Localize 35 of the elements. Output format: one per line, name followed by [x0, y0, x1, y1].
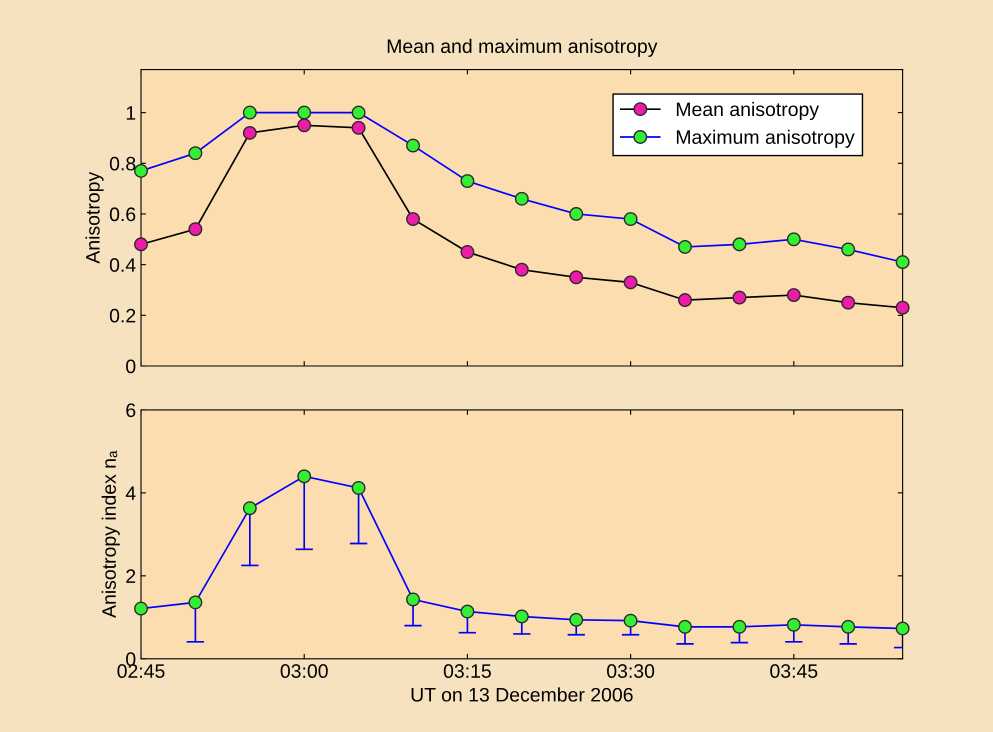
point — [569, 270, 584, 284]
x-tick-label: 03:00 — [280, 664, 328, 678]
point — [786, 288, 801, 302]
x-tick-label: 02:45 — [117, 664, 165, 678]
chart-title: Mean and maximum anisotropy — [388, 38, 658, 57]
y-tick-label: 0.4 — [110, 258, 136, 272]
point — [188, 222, 202, 236]
y-tick-label: 0.6 — [110, 207, 136, 222]
point — [406, 212, 420, 226]
y-tick-label: 2 — [126, 569, 136, 583]
point — [514, 262, 529, 277]
legend-label: Mean anisotropy — [676, 102, 820, 120]
y-tick-label: 0.8 — [110, 156, 136, 171]
point — [896, 300, 910, 315]
point — [297, 118, 312, 132]
y-tick-label: 6 — [126, 403, 136, 418]
point — [732, 290, 746, 305]
x-tick-label: 03:45 — [770, 664, 818, 678]
y-tick-label: 1 — [126, 106, 136, 120]
point — [242, 126, 257, 140]
y-tick-label: 0 — [126, 359, 136, 374]
legend-label: Maximum anisotropy — [676, 130, 855, 148]
point — [352, 120, 366, 135]
y-axis-title: Anisotropy index nₐ — [102, 450, 120, 618]
y-axis-title: Anisotropy — [85, 172, 104, 264]
point — [678, 293, 692, 308]
y-tick-label: 4 — [126, 486, 136, 500]
x-axis-title: UT on 13 December 2006 — [412, 687, 633, 702]
y-tick-label: 0.2 — [110, 308, 136, 323]
x-tick-label: 03:15 — [444, 664, 491, 678]
point — [134, 237, 148, 252]
x-tick-label: 03:30 — [607, 664, 654, 678]
point — [624, 275, 638, 290]
point — [841, 296, 856, 310]
point — [460, 245, 474, 259]
